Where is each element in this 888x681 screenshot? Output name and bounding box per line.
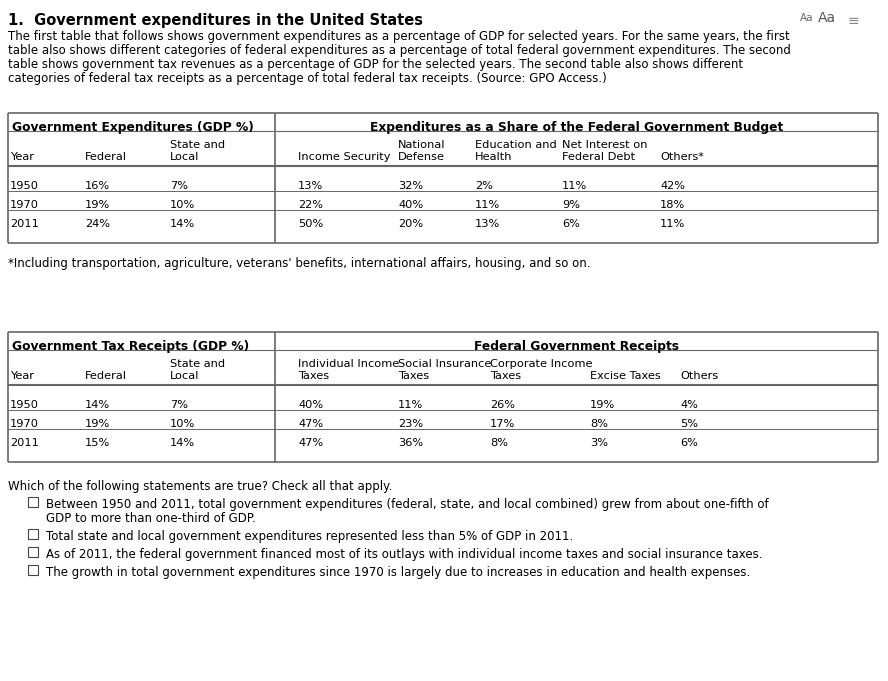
Text: Net Interest on: Net Interest on	[562, 140, 647, 150]
Text: 18%: 18%	[660, 200, 686, 210]
Text: 50%: 50%	[298, 219, 323, 229]
Text: 16%: 16%	[85, 181, 110, 191]
Text: 14%: 14%	[170, 219, 195, 229]
Text: Health: Health	[475, 152, 512, 162]
Text: Government Tax Receipts (GDP %): Government Tax Receipts (GDP %)	[12, 340, 250, 353]
Text: Aa: Aa	[818, 11, 836, 25]
Text: Others*: Others*	[660, 152, 704, 162]
Text: The growth in total government expenditures since 1970 is largely due to increas: The growth in total government expenditu…	[46, 566, 750, 579]
Bar	[28, 529, 38, 539]
Text: 19%: 19%	[590, 400, 615, 410]
Text: 5%: 5%	[680, 419, 698, 429]
Text: 14%: 14%	[170, 438, 195, 448]
Text: Federal Government Receipts: Federal Government Receipts	[474, 340, 679, 353]
Text: Education and: Education and	[475, 140, 557, 150]
Text: Year: Year	[10, 152, 34, 162]
Text: 42%: 42%	[660, 181, 685, 191]
Bar	[28, 565, 38, 575]
Text: 24%: 24%	[85, 219, 110, 229]
Text: 1950: 1950	[10, 400, 39, 410]
Text: 20%: 20%	[398, 219, 423, 229]
Text: Between 1950 and 2011, total government expenditures (federal, state, and local : Between 1950 and 2011, total government …	[46, 498, 769, 511]
Text: 10%: 10%	[170, 200, 195, 210]
Text: 23%: 23%	[398, 419, 423, 429]
Text: 8%: 8%	[590, 419, 608, 429]
Text: 13%: 13%	[298, 181, 323, 191]
Text: 11%: 11%	[660, 219, 686, 229]
Text: 36%: 36%	[398, 438, 423, 448]
Text: Year: Year	[10, 371, 34, 381]
Text: Federal: Federal	[85, 371, 127, 381]
Text: 14%: 14%	[85, 400, 110, 410]
Text: *Including transportation, agriculture, veterans' benefits, international affair: *Including transportation, agriculture, …	[8, 257, 591, 270]
Text: 3%: 3%	[590, 438, 608, 448]
Text: 6%: 6%	[680, 438, 698, 448]
Text: Others: Others	[680, 371, 718, 381]
Text: ≡: ≡	[848, 14, 860, 28]
Text: Income Security: Income Security	[298, 152, 391, 162]
Text: 11%: 11%	[475, 200, 500, 210]
Text: Defense: Defense	[398, 152, 445, 162]
Text: State and: State and	[170, 359, 226, 369]
Text: Taxes: Taxes	[490, 371, 521, 381]
Text: 47%: 47%	[298, 419, 323, 429]
Text: The first table that follows shows government expenditures as a percentage of GD: The first table that follows shows gover…	[8, 30, 789, 43]
Text: 40%: 40%	[398, 200, 423, 210]
Text: Which of the following statements are true? Check all that apply.: Which of the following statements are tr…	[8, 480, 392, 493]
Text: Expenditures as a Share of the Federal Government Budget: Expenditures as a Share of the Federal G…	[370, 121, 783, 134]
Text: Federal Debt: Federal Debt	[562, 152, 635, 162]
Text: 8%: 8%	[490, 438, 508, 448]
Bar	[28, 547, 38, 557]
Text: Taxes: Taxes	[398, 371, 429, 381]
Text: Government Expenditures (GDP %): Government Expenditures (GDP %)	[12, 121, 254, 134]
Text: 26%: 26%	[490, 400, 515, 410]
Text: Taxes: Taxes	[298, 371, 329, 381]
Text: Social Insurance: Social Insurance	[398, 359, 491, 369]
Text: 9%: 9%	[562, 200, 580, 210]
Bar	[28, 497, 38, 507]
Text: 19%: 19%	[85, 200, 110, 210]
Text: 11%: 11%	[398, 400, 424, 410]
Text: 1.  Government expenditures in the United States: 1. Government expenditures in the United…	[8, 13, 423, 28]
Text: 7%: 7%	[170, 181, 188, 191]
Text: Aa: Aa	[800, 13, 813, 23]
Text: GDP to more than one-third of GDP.: GDP to more than one-third of GDP.	[46, 512, 256, 525]
Text: 47%: 47%	[298, 438, 323, 448]
Text: Federal: Federal	[85, 152, 127, 162]
Text: 7%: 7%	[170, 400, 188, 410]
Text: Local: Local	[170, 152, 200, 162]
Text: 2011: 2011	[10, 219, 39, 229]
Text: Corporate Income: Corporate Income	[490, 359, 592, 369]
Text: 11%: 11%	[562, 181, 587, 191]
Text: 22%: 22%	[298, 200, 323, 210]
Text: Total state and local government expenditures represented less than 5% of GDP in: Total state and local government expendi…	[46, 530, 574, 543]
Text: categories of federal tax receipts as a percentage of total federal tax receipts: categories of federal tax receipts as a …	[8, 72, 607, 85]
Text: 1970: 1970	[10, 419, 39, 429]
Text: National: National	[398, 140, 446, 150]
Text: Local: Local	[170, 371, 200, 381]
Text: 17%: 17%	[490, 419, 515, 429]
Text: 2011: 2011	[10, 438, 39, 448]
Text: 2%: 2%	[475, 181, 493, 191]
Text: table shows government tax revenues as a percentage of GDP for the selected year: table shows government tax revenues as a…	[8, 58, 743, 71]
Text: 19%: 19%	[85, 419, 110, 429]
Text: 1970: 1970	[10, 200, 39, 210]
Text: 10%: 10%	[170, 419, 195, 429]
Text: 13%: 13%	[475, 219, 500, 229]
Text: State and: State and	[170, 140, 226, 150]
Text: 6%: 6%	[562, 219, 580, 229]
Text: As of 2011, the federal government financed most of its outlays with individual : As of 2011, the federal government finan…	[46, 548, 763, 561]
Text: 4%: 4%	[680, 400, 698, 410]
Text: 40%: 40%	[298, 400, 323, 410]
Text: Excise Taxes: Excise Taxes	[590, 371, 661, 381]
Text: 1950: 1950	[10, 181, 39, 191]
Text: 15%: 15%	[85, 438, 110, 448]
Text: table also shows different categories of federal expenditures as a percentage of: table also shows different categories of…	[8, 44, 791, 57]
Text: 32%: 32%	[398, 181, 423, 191]
Text: Individual Income: Individual Income	[298, 359, 400, 369]
